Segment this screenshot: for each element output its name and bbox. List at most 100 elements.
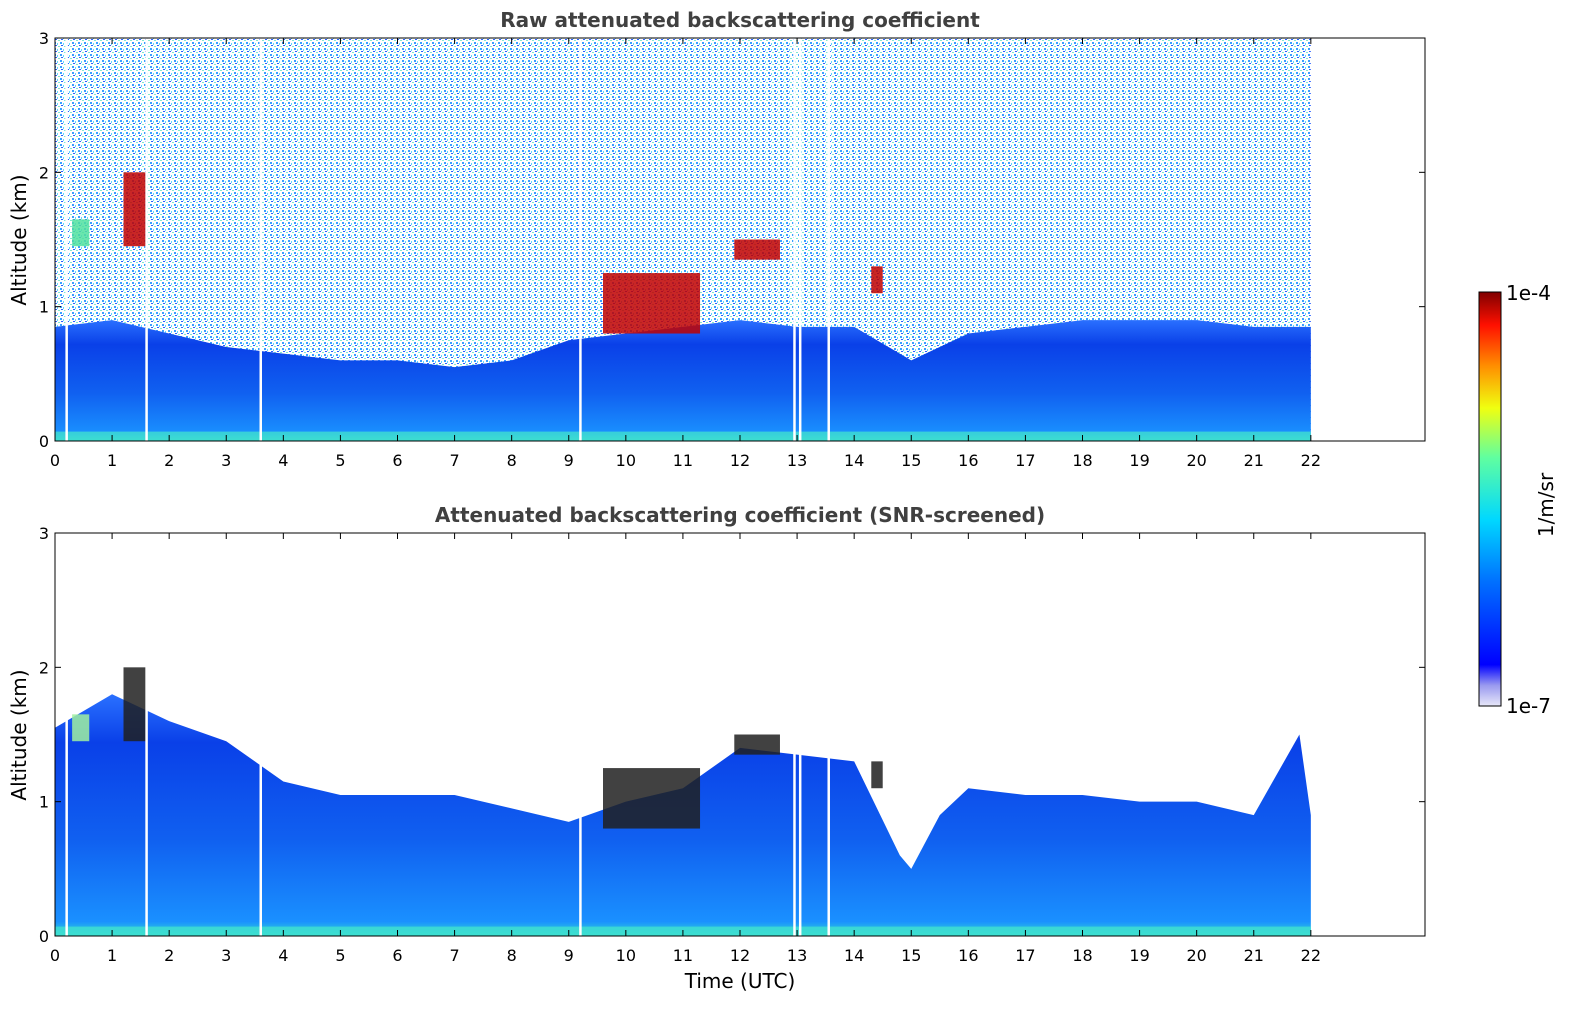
x-tick-label: 14	[844, 946, 864, 965]
data-gap	[798, 38, 802, 441]
x-tick-label: 22	[1301, 451, 1321, 470]
cloud-feature	[734, 239, 780, 260]
data-gap	[259, 533, 262, 936]
x-tick-label: 19	[1129, 946, 1149, 965]
x-tick-label: 3	[221, 946, 231, 965]
cloud-feature	[603, 768, 701, 829]
data-gap	[579, 533, 582, 936]
cloud-feature	[603, 273, 701, 334]
panel-raw-title: Raw attenuated backscattering coefficien…	[500, 8, 980, 32]
x-tick-label: 6	[392, 946, 402, 965]
data-gap	[259, 38, 262, 441]
colorbar-gradient	[1478, 291, 1502, 707]
data-gap	[579, 38, 582, 441]
x-tick-label: 22	[1301, 946, 1321, 965]
screened-data-gaps	[65, 533, 830, 936]
x-tick-label: 16	[958, 451, 978, 470]
x-tick-label: 0	[50, 946, 60, 965]
x-tick-label: 9	[564, 451, 574, 470]
panel-screened-y-axis: 0 1 2 3	[39, 524, 1425, 946]
data-gap	[827, 533, 830, 936]
x-tick-label: 17	[1015, 946, 1035, 965]
panel-screened-title: Attenuated backscattering coefficient (S…	[435, 503, 1045, 527]
x-tick-label: 21	[1244, 946, 1264, 965]
cloud-feature	[734, 734, 780, 755]
cloud-feature	[871, 761, 883, 789]
raw-aerosol-layer	[55, 320, 1311, 441]
colorbar: 1e-4 1e-7 1/m/sr	[1478, 281, 1558, 718]
x-tick-label: 7	[449, 451, 459, 470]
y-tick-label: 1	[39, 298, 49, 317]
x-tick-label: 4	[278, 946, 288, 965]
panel-raw: Raw attenuated backscattering coefficien…	[7, 8, 1426, 470]
x-tick-label: 1	[107, 451, 117, 470]
x-tick-label: 21	[1244, 451, 1264, 470]
x-tick-label: 11	[673, 451, 693, 470]
x-tick-label: 3	[221, 451, 231, 470]
x-tick-label: 18	[1072, 451, 1092, 470]
data-gap	[65, 533, 68, 936]
x-tick-label: 8	[507, 451, 517, 470]
raw-data-gaps	[65, 38, 830, 441]
x-tick-label: 4	[278, 451, 288, 470]
x-tick-label: 10	[616, 946, 636, 965]
data-gap	[65, 38, 68, 441]
panel-screened-x-label: Time (UTC)	[684, 969, 796, 993]
panel-raw-x-axis: 0 1 2 3 4 5 6 7 8 9 10 11 12 13 14 15 16 17 18 19 20 21 22	[50, 38, 1321, 470]
cloud-feature	[123, 667, 147, 742]
x-tick-label: 6	[392, 451, 402, 470]
x-tick-label: 12	[730, 946, 750, 965]
y-tick-label: 2	[39, 163, 49, 182]
cloud-feature	[72, 714, 90, 742]
x-tick-label: 2	[164, 451, 174, 470]
x-tick-label: 20	[1186, 946, 1206, 965]
x-tick-label: 19	[1129, 451, 1149, 470]
x-tick-label: 2	[164, 946, 174, 965]
x-tick-label: 10	[616, 451, 636, 470]
x-tick-label: 11	[673, 946, 693, 965]
panel-screened-y-label: Altitude (km)	[7, 669, 31, 800]
x-tick-label: 13	[787, 451, 807, 470]
x-tick-label: 9	[564, 946, 574, 965]
x-tick-label: 12	[730, 451, 750, 470]
x-tick-label: 8	[507, 946, 517, 965]
colorbar-unit-label: 1/m/sr	[1534, 472, 1558, 537]
x-tick-label: 1	[107, 946, 117, 965]
data-gap	[827, 38, 830, 441]
colorbar-max-label: 1e-4	[1506, 281, 1551, 305]
data-gap	[793, 38, 796, 441]
panel-screened-x-axis: 0 1 2 3 4 5 6 7 8 9 10 11 12 13 14 15 16 17 18 19 20 21 22	[50, 533, 1321, 965]
x-tick-label: 20	[1186, 451, 1206, 470]
panel-screened: Attenuated backscattering coefficient (S…	[7, 503, 1426, 993]
x-tick-label: 15	[901, 451, 921, 470]
y-tick-label: 3	[39, 29, 49, 48]
x-tick-label: 5	[335, 946, 345, 965]
data-gap	[145, 533, 148, 936]
data-gap	[145, 38, 148, 441]
data-gap	[793, 533, 796, 936]
cloud-feature	[871, 266, 883, 294]
panel-raw-y-axis: 0 1 2 3	[39, 29, 1425, 451]
cloud-feature	[123, 172, 147, 247]
x-tick-label: 14	[844, 451, 864, 470]
x-tick-label: 13	[787, 946, 807, 965]
x-tick-label: 15	[901, 946, 921, 965]
y-tick-label: 1	[39, 793, 49, 812]
x-tick-label: 0	[50, 451, 60, 470]
data-gap	[798, 533, 802, 936]
x-tick-label: 17	[1015, 451, 1035, 470]
panel-screened-plot-area	[55, 533, 1311, 936]
y-tick-label: 0	[39, 432, 49, 451]
panel-raw-plot-area	[55, 38, 1311, 441]
x-tick-label: 7	[449, 946, 459, 965]
x-tick-label: 18	[1072, 946, 1092, 965]
panel-raw-y-label: Altitude (km)	[7, 174, 31, 305]
y-tick-label: 0	[39, 927, 49, 946]
x-tick-label: 5	[335, 451, 345, 470]
colorbar-min-label: 1e-7	[1506, 694, 1551, 718]
y-tick-label: 2	[39, 658, 49, 677]
y-tick-label: 3	[39, 524, 49, 543]
cloud-feature	[72, 219, 90, 247]
x-tick-label: 16	[958, 946, 978, 965]
